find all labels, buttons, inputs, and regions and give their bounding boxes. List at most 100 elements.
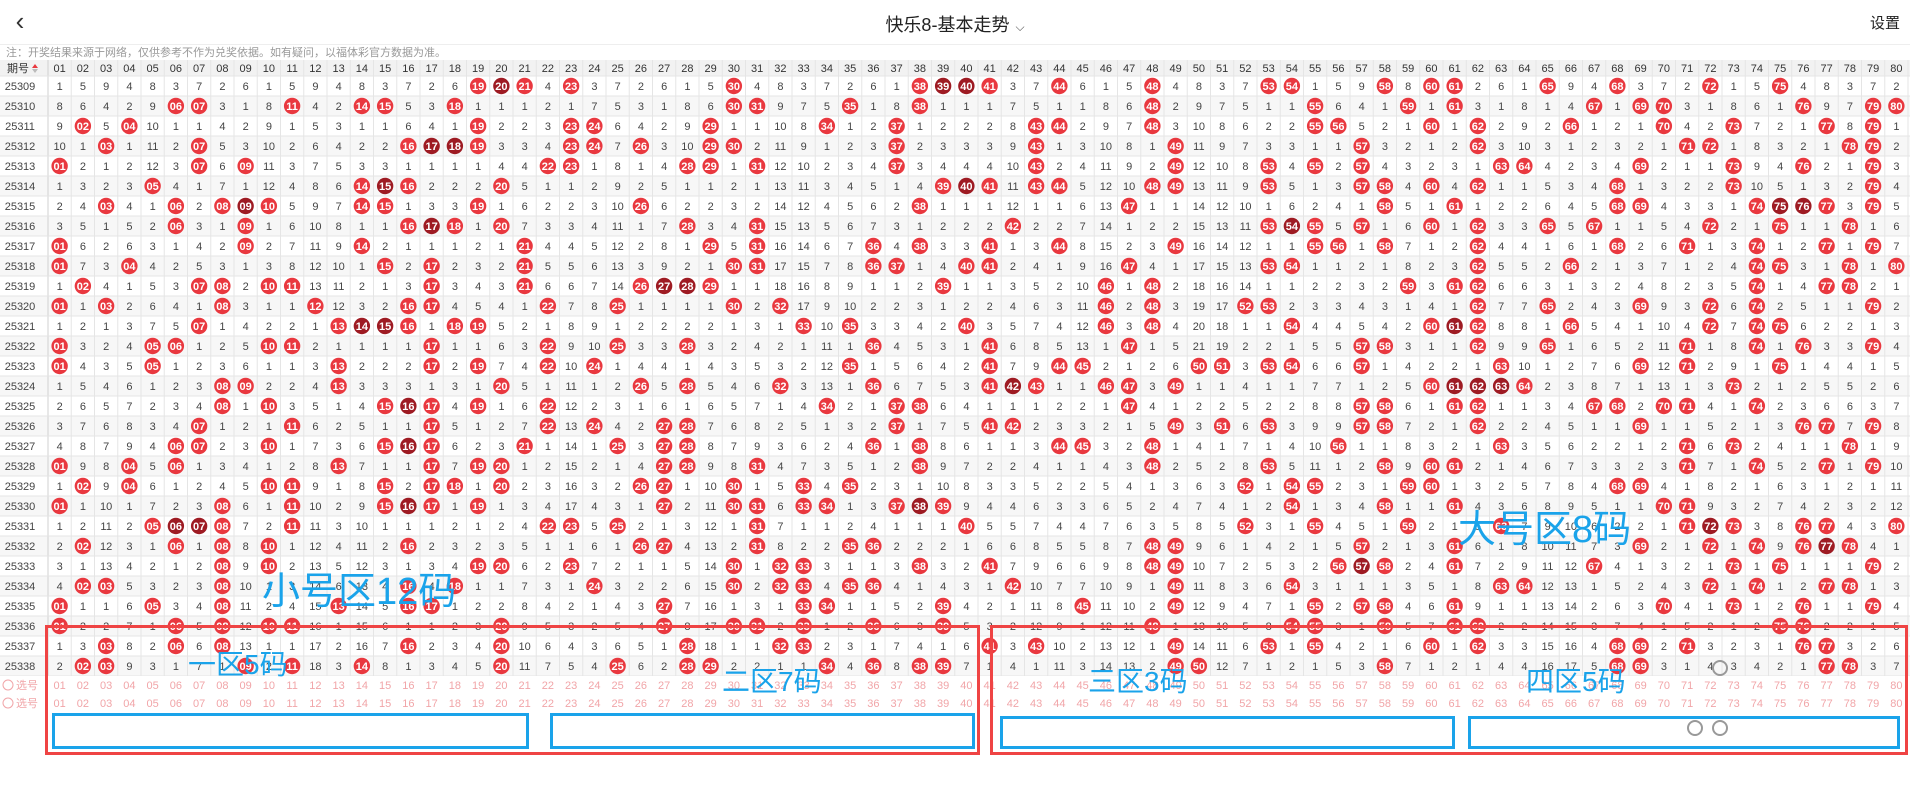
miss-count: 2	[638, 421, 644, 433]
ball-number: 56	[1332, 121, 1344, 133]
miss-count: 2	[1452, 241, 1458, 253]
miss-count: 11	[1100, 601, 1111, 613]
ball-number: 25	[612, 301, 624, 313]
miss-count: 18	[774, 281, 786, 293]
column-header: 64	[1518, 63, 1530, 75]
number-ball	[469, 357, 487, 375]
miss-count: 11	[1309, 461, 1320, 473]
miss-count: 3	[219, 261, 225, 273]
ball-number: 21	[519, 241, 531, 253]
miss-count: 1	[452, 121, 458, 133]
column-header: 34	[821, 63, 833, 75]
miss-count: 2	[1452, 441, 1458, 453]
miss-count: 5	[1010, 521, 1016, 533]
miss-count: 2	[661, 581, 667, 593]
miss-count: 4	[940, 261, 946, 273]
miss-count: 4	[1684, 321, 1690, 333]
ball-number: 26	[635, 201, 647, 213]
ball-number: 37	[891, 121, 903, 133]
miss-count: 1	[475, 581, 481, 593]
miss-count: 3	[987, 141, 993, 153]
number-ball	[1795, 197, 1812, 215]
miss-count: 4	[684, 541, 690, 553]
miss-count: 1	[1126, 281, 1132, 293]
miss-count: 8	[1405, 81, 1411, 93]
ball-number: 10	[263, 201, 275, 213]
miss-count: 11	[1542, 561, 1553, 573]
miss-count: 4	[1428, 561, 1434, 573]
miss-count: 5	[1266, 561, 1272, 573]
miss-count: 1	[1661, 421, 1667, 433]
number-ball	[981, 257, 998, 275]
settings-button[interactable]: 设置	[1869, 15, 1900, 32]
miss-count: 3	[1126, 461, 1132, 473]
ball-number: 66	[1565, 321, 1577, 333]
ball-number: 53	[1263, 461, 1275, 473]
miss-count: 7	[289, 241, 295, 253]
number-ball	[1702, 297, 1719, 315]
ball-number: 37	[891, 261, 903, 273]
miss-count: 4	[824, 581, 830, 593]
miss-count: 12	[309, 261, 321, 273]
miss-count: 1	[1405, 541, 1411, 553]
number-ball	[981, 377, 998, 395]
number-ball	[1353, 177, 1370, 195]
miss-count: 2	[1568, 161, 1574, 173]
ball-number: 58	[1379, 181, 1391, 193]
miss-count: 8	[243, 541, 249, 553]
number-ball	[1469, 257, 1487, 275]
miss-count: 11	[821, 341, 832, 353]
miss-count: 7	[1242, 81, 1248, 93]
miss-count: 2	[1033, 221, 1039, 233]
miss-count: 3	[1707, 281, 1713, 293]
ball-number: 72	[1704, 301, 1716, 313]
ball-number: 73	[1728, 601, 1740, 613]
miss-count: 1	[987, 201, 993, 213]
miss-count: 6	[1824, 401, 1830, 413]
number-ball	[260, 197, 278, 215]
chevron-down-icon: ⌵	[1015, 20, 1025, 34]
number-ball	[1469, 137, 1487, 155]
number-ball	[1609, 397, 1626, 415]
back-button[interactable]: ‹	[8, 8, 32, 34]
ball-number: 01	[54, 161, 66, 173]
number-ball	[1423, 217, 1440, 235]
sort-icon[interactable]	[32, 64, 38, 68]
number-ball	[748, 217, 766, 235]
miss-count: 3	[1847, 341, 1853, 353]
miss-count: 9	[1312, 421, 1318, 433]
miss-count: 7	[708, 421, 714, 433]
issue-header: 期号	[7, 62, 29, 75]
ball-number: 59	[1402, 481, 1414, 493]
miss-count: 1	[1824, 301, 1830, 313]
miss-count: 3	[615, 501, 621, 513]
number-ball	[1888, 257, 1905, 275]
miss-count: 8	[359, 81, 365, 93]
number-ball	[1771, 357, 1789, 375]
miss-count: 4	[987, 161, 993, 173]
issue-number: 25320	[5, 301, 36, 313]
miss-count: 2	[219, 241, 225, 253]
sort-icon[interactable]	[32, 69, 38, 73]
miss-count: 1	[568, 581, 574, 593]
miss-count: 9	[1475, 601, 1481, 613]
miss-count: 6	[545, 281, 551, 293]
miss-count: 4	[452, 401, 458, 413]
page-title[interactable]: 快乐8-基本走势 ⌵	[0, 11, 1910, 37]
ball-number: 28	[681, 461, 693, 473]
number-ball	[400, 317, 417, 335]
miss-count: 10	[1123, 601, 1135, 613]
miss-count: 5	[150, 461, 156, 473]
miss-count: 8	[708, 441, 714, 453]
miss-count: 6	[336, 181, 342, 193]
miss-count: 2	[638, 181, 644, 193]
miss-count: 1	[80, 141, 86, 153]
miss-count: 12	[147, 161, 159, 173]
number-ball	[167, 97, 185, 115]
miss-count: 1	[731, 161, 737, 173]
miss-count: 1	[1777, 101, 1783, 113]
ball-number: 62	[1472, 281, 1484, 293]
number-ball	[1771, 257, 1789, 275]
miss-count: 2	[987, 301, 993, 313]
miss-count: 3	[1754, 521, 1760, 533]
